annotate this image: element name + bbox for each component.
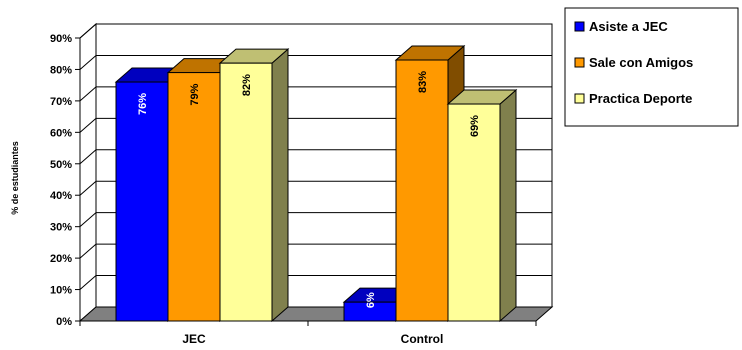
legend-label: Practica Deporte (589, 91, 692, 106)
bar-front (115, 81, 169, 322)
y-tick-label: 50% (50, 159, 72, 171)
legend-swatch (574, 93, 585, 104)
legend-label: Sale con Amigos (589, 55, 693, 70)
y-tick-label: 0% (56, 316, 72, 328)
bar (446, 88, 518, 323)
y-tick-label: 70% (50, 96, 72, 108)
y-tick-label: 60% (50, 127, 72, 139)
bar-front (395, 59, 449, 322)
y-tick-label: 80% (50, 64, 72, 76)
y-tick-label: 40% (50, 190, 72, 202)
y-tick-label: 90% (50, 33, 72, 45)
y-tick-label: 10% (50, 285, 72, 297)
x-axis: JEC Control (79, 320, 537, 346)
data-label: 76% (137, 93, 149, 115)
bar-side (499, 88, 517, 323)
bar-front (167, 72, 221, 322)
data-label: 69% (469, 115, 481, 137)
x-tick-label: JEC (182, 332, 206, 346)
data-label: 82% (241, 74, 253, 96)
y-tick-label: 20% (50, 253, 72, 265)
bar-side (271, 48, 289, 323)
side-wall (79, 22, 97, 323)
bar (218, 48, 290, 323)
data-label: 6% (365, 292, 377, 308)
legend-swatch (574, 57, 585, 68)
data-label: 83% (417, 71, 429, 93)
data-labels: 76% 79% 82% 6% 83% 69% (137, 71, 481, 308)
bar-front (219, 62, 273, 322)
gridline (79, 23, 552, 39)
legend-label: Asiste a JEC (589, 19, 668, 34)
legend-swatch (574, 21, 585, 32)
y-tick-label: 30% (50, 222, 72, 234)
legend-box (564, 7, 739, 127)
y-axis: 0% 10% 20% 30% 40% 50% 60% 70% 80% 90% (50, 33, 81, 328)
bar-front (447, 103, 501, 322)
y-axis-title: % de estudiantes (10, 141, 20, 215)
legend: Asiste a JEC Sale con Amigos Practica Depo… (564, 7, 739, 127)
data-label: 79% (189, 83, 201, 105)
bars (114, 44, 518, 323)
gridline (79, 54, 552, 70)
x-tick-label: Control (401, 332, 444, 346)
